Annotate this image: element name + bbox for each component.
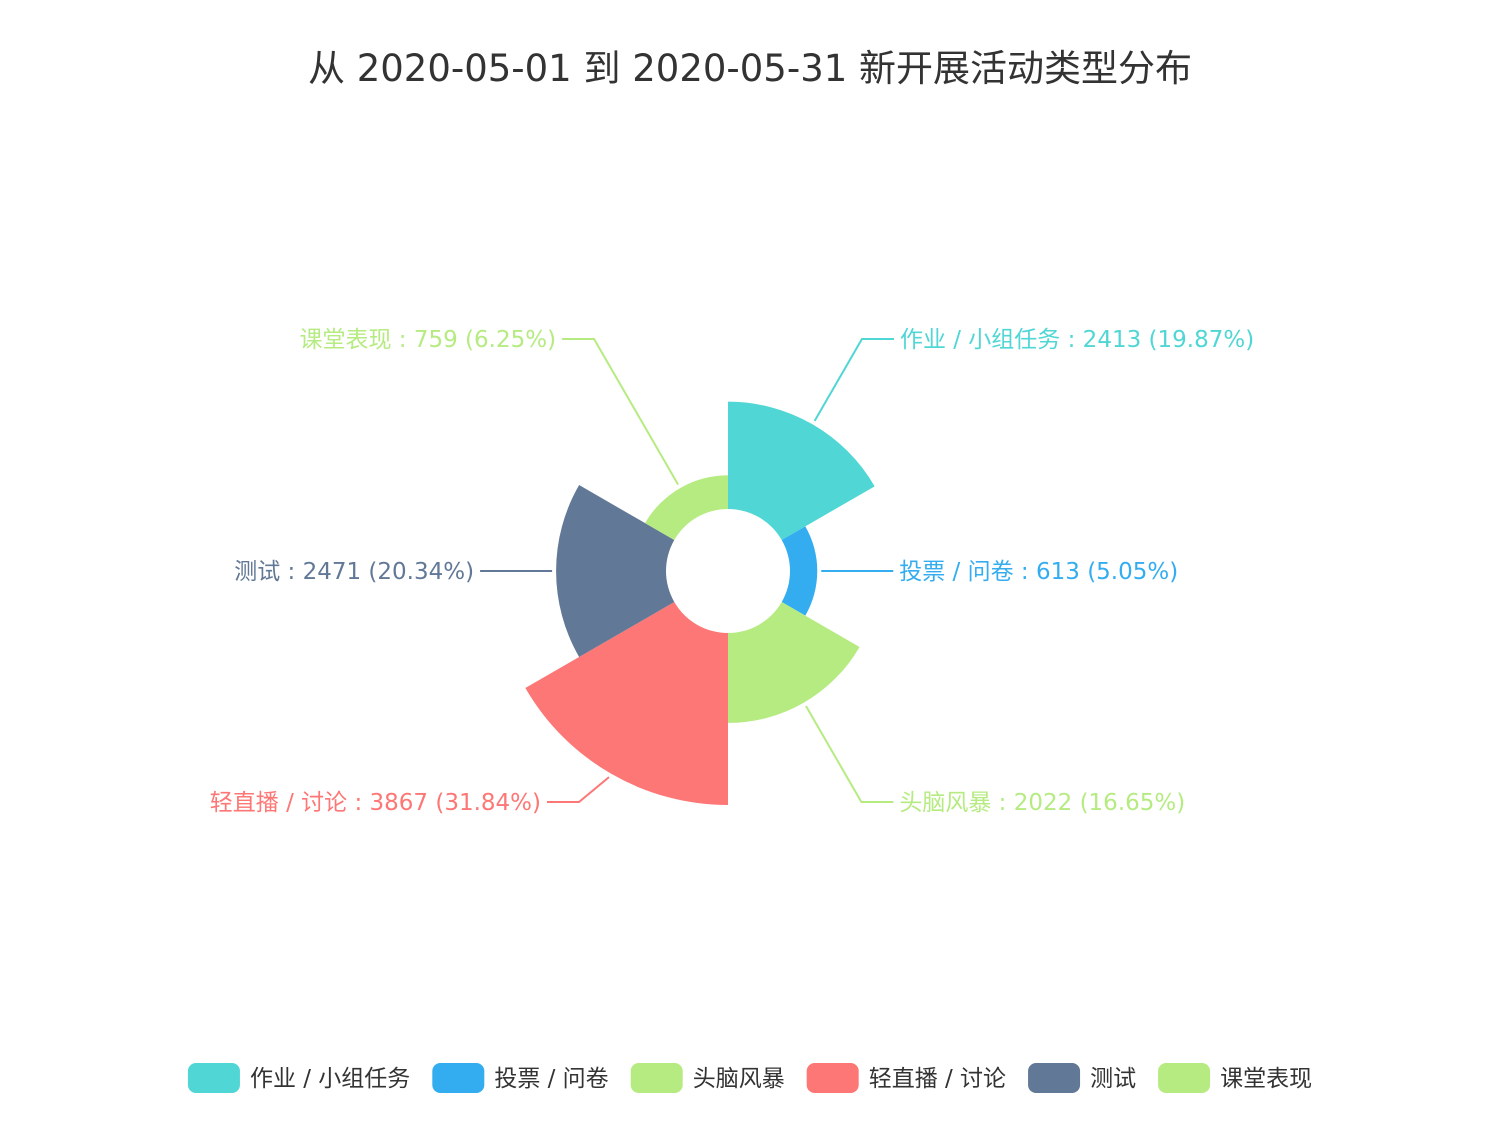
legend-label: 作业 / 小组任务 [250,1066,410,1092]
legend-item[interactable]: 轻直播 / 讨论 [806,1063,1006,1093]
rose-slice [781,526,818,616]
legend-swatch [1158,1063,1211,1093]
legend-swatch [1028,1063,1081,1093]
legend-swatch [432,1063,485,1093]
legend-swatch [806,1063,859,1093]
leader-line [805,705,894,803]
data-label: 轻直播 / 讨论 : 3867 (31.84%) [210,790,541,816]
data-label: 作业 / 小组任务 : 2413 (19.87%) [900,327,1254,353]
rose-slice [525,602,728,805]
rose-slice [728,602,860,723]
legend-label: 课堂表现 [1220,1066,1312,1092]
leader-line [813,338,894,422]
legend-label: 测试 [1090,1066,1136,1092]
legend-swatch [630,1063,683,1093]
data-label: 头脑风暴 : 2022 (16.65%) [899,790,1185,816]
legend-label: 投票 / 问卷 [494,1066,608,1092]
chart-title: 从 2020-05-01 到 2020-05-31 新开展活动类型分布 [307,47,1193,90]
leader-line [547,776,610,803]
legend-item[interactable]: 作业 / 小组任务 [187,1063,410,1093]
leader-line [562,338,679,486]
rose-slice [645,475,728,540]
rose-slice [556,485,675,657]
legend-item[interactable]: 测试 [1028,1063,1136,1093]
data-label: 课堂表现 : 759 (6.25%) [299,327,556,353]
rose-slice [728,401,875,540]
legend-swatch [187,1063,240,1093]
legend-item[interactable]: 课堂表现 [1158,1063,1312,1093]
legend-item[interactable]: 投票 / 问卷 [432,1063,609,1093]
data-label: 测试 : 2471 (20.34%) [234,559,474,585]
data-label: 投票 / 问卷 : 613 (5.05%) [899,559,1178,585]
legend-label: 头脑风暴 [693,1066,785,1092]
legend-item[interactable]: 头脑风暴 [630,1063,785,1093]
legend-label: 轻直播 / 讨论 [869,1066,1006,1092]
